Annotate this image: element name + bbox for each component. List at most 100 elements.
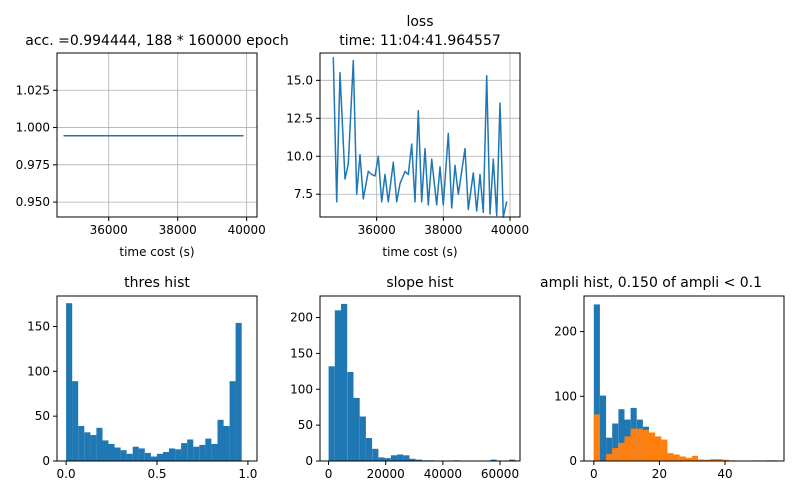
loss-data-point [461, 170, 463, 172]
ampli-bar [698, 459, 705, 461]
slope-hist-subplot: slope hist 0 20000 40000 60000 0 50 100 150 200 [290, 275, 521, 481]
loss-data-point [486, 75, 488, 77]
acc-xtick-label: 36000 [90, 223, 128, 237]
thres-bar [84, 432, 91, 461]
thres-bar [132, 446, 139, 461]
slope-bar [347, 372, 354, 461]
thres-bar [193, 446, 200, 461]
loss-subplot: loss time: 11:04:41.964557 time cost (s)… [286, 14, 529, 259]
slope-bar [390, 455, 398, 461]
ampli-bar [722, 459, 729, 461]
loss-title-line-1: loss [406, 14, 433, 30]
loss-data-point [467, 208, 469, 210]
thres-ytick-label: 100 [27, 364, 50, 378]
thres-bar [169, 448, 176, 461]
loss-ytick-label: 10.0 [286, 149, 313, 163]
thres-bar [150, 456, 157, 461]
loss-data-point [472, 172, 474, 174]
loss-data-point [489, 213, 491, 215]
loss-data-point [387, 201, 389, 203]
slope-bar [415, 459, 422, 461]
thres-bar [187, 439, 194, 461]
accuracy-title: acc. =0.994444, 188 * 160000 epoch [25, 33, 288, 49]
loss-data-point [371, 173, 373, 176]
slope-bar [409, 458, 416, 461]
slope-ytick-label: 100 [290, 382, 313, 396]
thres-bar [102, 440, 109, 461]
loss-data-point [332, 57, 334, 59]
acc-data-point [63, 135, 65, 137]
thres-xtick-label: 0.5 [147, 467, 166, 481]
ampli-bar [661, 439, 668, 461]
thres-xtick-label: 0.0 [57, 467, 76, 481]
ampli-bar [716, 459, 723, 461]
ampli-hist-title: ampli hist, 0.150 of ampli < 0.1 [540, 275, 762, 291]
thres-bar [223, 426, 230, 461]
acc-ytick-label: 0.975 [16, 158, 50, 172]
slope-xtick-label: 60000 [481, 467, 519, 481]
loss-data-point [492, 158, 494, 160]
loss-xtick-label: 36000 [358, 223, 396, 237]
thres-bar [163, 452, 170, 461]
ampli-bar [600, 395, 607, 461]
acc-ytick-label: 1.000 [16, 121, 50, 135]
thres-bar [175, 449, 182, 461]
ampli-ytick-label: 0 [569, 454, 577, 468]
loss-data-point [352, 60, 354, 62]
loss-data-point [362, 198, 364, 200]
loss-data-point [431, 158, 433, 160]
ampli-bar [642, 429, 649, 461]
loss-xlabel: time cost (s) [382, 245, 457, 259]
loss-data-point [447, 132, 449, 135]
loss-data-point [442, 204, 444, 206]
loss-data-point [506, 201, 508, 203]
thres-bar [205, 438, 212, 461]
loss-ytick-label: 7.5 [294, 187, 313, 201]
slope-bar [384, 458, 391, 461]
slope-axes-frame [319, 295, 521, 462]
loss-data-point [344, 178, 346, 180]
loss-data-point [404, 170, 406, 172]
slope-bar [509, 459, 516, 461]
loss-data-point [407, 173, 409, 176]
slope-bar [372, 448, 379, 461]
loss-data-point [454, 164, 456, 166]
loss-data-point [347, 163, 349, 165]
slope-ytick-label: 200 [290, 311, 313, 325]
loss-data-point [476, 210, 478, 212]
slope-xtick-label: 20000 [367, 467, 405, 481]
ampli-bar [667, 453, 674, 461]
acc-xtick-label: 40000 [228, 223, 266, 237]
ampli-bar [624, 436, 631, 461]
slope-bar [359, 416, 366, 461]
loss-xtick-label: 40000 [491, 223, 529, 237]
acc-xtick-label: 38000 [159, 223, 197, 237]
ampli-bar [606, 437, 613, 461]
loss-data-point [392, 161, 394, 163]
loss-ytick-label: 15.0 [286, 73, 313, 87]
ampli-xtick-label: 0 [590, 467, 598, 481]
loss-data-point [374, 175, 376, 177]
ampli-ytick-label: 100 [554, 389, 577, 403]
ampli-xtick-label: 20 [652, 467, 667, 481]
ampli-bar [710, 459, 717, 461]
loss-data-point [482, 211, 484, 213]
loss-data-point [367, 170, 369, 172]
ampli-bar [685, 457, 692, 461]
acc-ytick-label: 0.950 [16, 195, 50, 209]
slope-xtick-label: 40000 [424, 467, 462, 481]
ampli-bar [636, 428, 643, 461]
loss-xtick-label: 38000 [424, 223, 462, 237]
slope-bar [353, 397, 360, 461]
thres-bar [120, 450, 127, 461]
thres-bar [199, 444, 206, 461]
loss-data-point [421, 201, 423, 203]
thres-xtick-label: 1.0 [238, 467, 257, 481]
loss-data-point [427, 204, 429, 206]
loss-data-point [339, 72, 341, 74]
thres-bar [96, 427, 103, 461]
slope-bar [341, 303, 348, 461]
loss-data-point [417, 110, 419, 112]
loss-title-line-2: time: 11:04:41.964557 [339, 33, 501, 49]
loss-data-point [424, 148, 426, 150]
